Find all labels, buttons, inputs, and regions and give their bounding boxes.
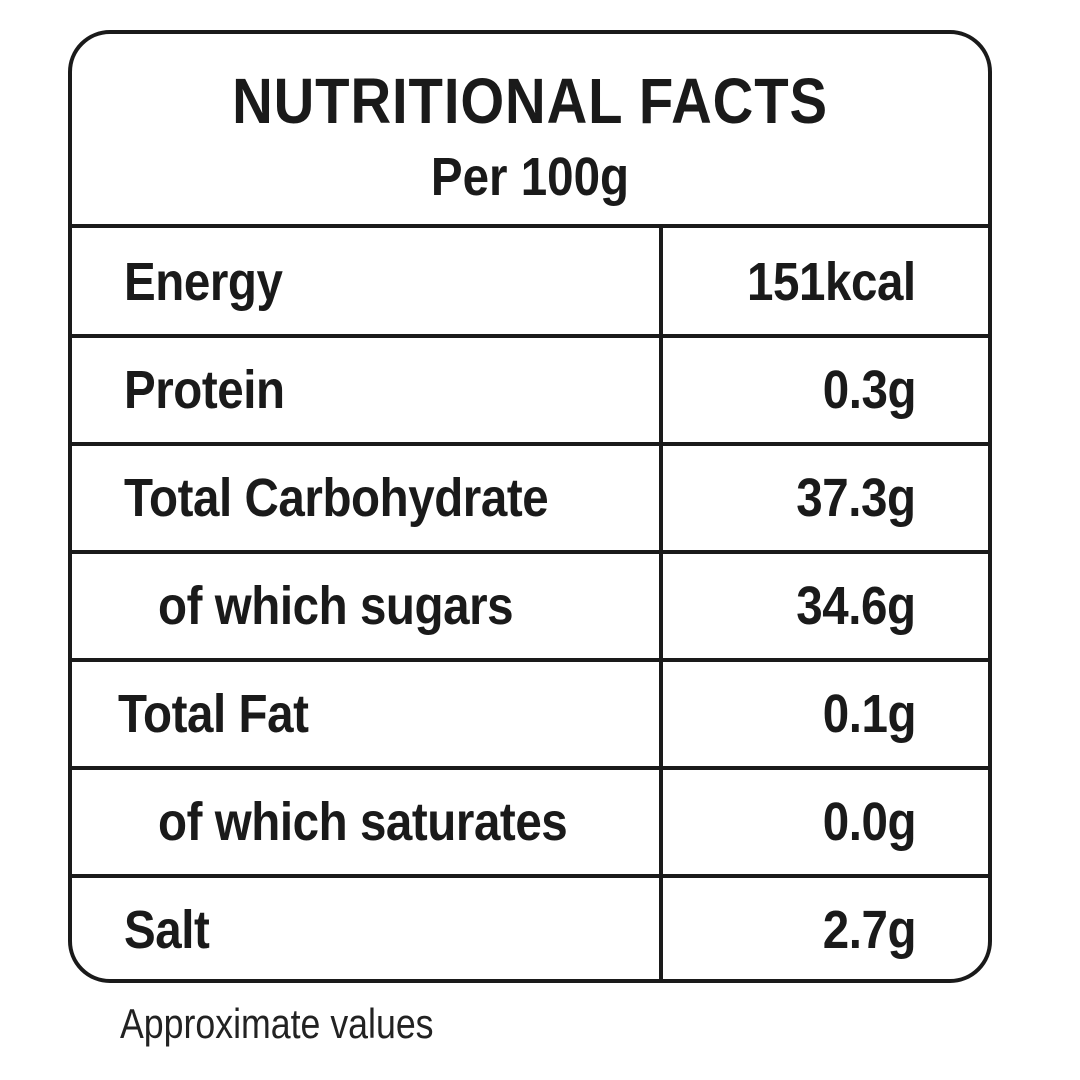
row-divider [72,550,988,554]
footer-note: Approximate values [120,1000,434,1047]
nutrient-label: Energy [124,252,283,312]
row-divider [72,874,988,878]
table-row: of which sugars 34.6g [72,552,988,660]
row-divider [72,658,988,662]
nutrition-header: NUTRITIONAL FACTS Per 100g [72,34,988,228]
row-divider [72,334,988,338]
table-row: Total Fat 0.1g [72,660,988,768]
nutrient-value: 0.0g [822,792,917,852]
nutrient-value: 151kcal [747,252,916,312]
nutrition-title: NUTRITIONAL FACTS [232,65,828,137]
table-row: Energy 151kcal [72,228,988,336]
table-row: Total Carbohydrate 37.3g [72,444,988,552]
nutrient-value: 0.1g [822,684,917,744]
nutrient-value: 2.7g [822,900,917,960]
row-divider [72,766,988,770]
column-divider [659,228,663,979]
table-row: of which saturates 0.0g [72,768,988,876]
nutrient-label: Protein [124,360,285,420]
nutrient-value: 37.3g [796,468,917,528]
nutrient-label: of which saturates [158,792,568,852]
nutrition-facts-panel: NUTRITIONAL FACTS Per 100g Energy 151kcal… [68,30,992,983]
nutrient-label: of which sugars [158,576,514,636]
nutrient-value: 0.3g [822,360,917,420]
nutrient-label: Salt [124,900,210,960]
table-row: Salt 2.7g [72,876,988,984]
nutrient-label: Total Carbohydrate [124,468,549,528]
row-divider [72,442,988,446]
nutrient-label: Total Fat [118,684,309,744]
nutrient-value: 34.6g [796,576,917,636]
table-row: Protein 0.3g [72,336,988,444]
serving-size: Per 100g [430,147,630,207]
